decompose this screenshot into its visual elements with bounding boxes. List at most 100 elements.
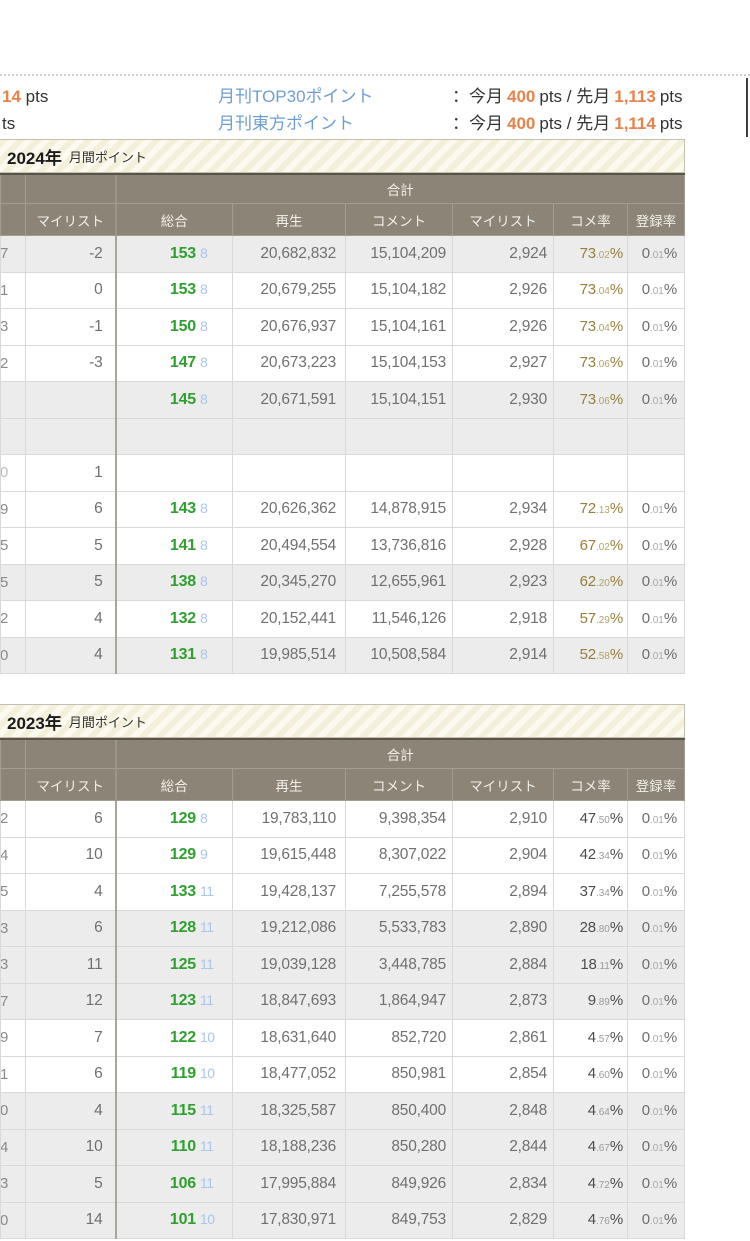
- current-month-label: ：今月: [452, 114, 503, 133]
- cell-comment-rate: [553, 417, 628, 455]
- total-points-sub: 11: [200, 1174, 214, 1191]
- cell-register-rate: 0.01%: [627, 490, 685, 528]
- percent-sign: %: [609, 919, 623, 937]
- cell-clipped-edge: 2: [0, 800, 26, 838]
- cell-mylist-change: 4: [25, 636, 116, 674]
- cell-comments: 852,720: [345, 1019, 453, 1057]
- rate-int: 28: [579, 919, 597, 937]
- current-month-label: ：今月: [452, 87, 503, 106]
- cell-mylist-change: 6: [25, 800, 116, 838]
- cell-plays: 18,188,236: [232, 1128, 346, 1166]
- rate-decimal: .01: [649, 1070, 664, 1082]
- cell-total-points: 153 8: [114, 235, 233, 273]
- cell-total-points: 138 8: [114, 563, 233, 601]
- percent-sign: %: [609, 846, 623, 864]
- rate-int: 0: [641, 281, 650, 299]
- cell-mylist-change: 6: [25, 1055, 116, 1093]
- rate-int: 4: [587, 1211, 596, 1229]
- rate-int: 72: [579, 500, 597, 518]
- rate-decimal: .50: [595, 814, 610, 826]
- rate-decimal: .01: [649, 1179, 664, 1191]
- total-points-sub: 11: [200, 919, 214, 936]
- cell-clipped-edge: 7: [0, 235, 26, 273]
- monthly-top30-points-link[interactable]: 月刊TOP30ポイント: [218, 87, 374, 106]
- rate-decimal: .01: [649, 851, 664, 863]
- clipped-points-unit: ts: [2, 114, 16, 133]
- rate-int: 57: [579, 609, 597, 627]
- column-header-0: マイリスト: [25, 203, 116, 236]
- cell-mylist-total: 2,910: [452, 800, 554, 838]
- monthly-touhou-points-link[interactable]: 月刊東方ポイント: [218, 114, 354, 133]
- table-row: 0 4 131 8 19,985,514 10,508,584 2,914 52.58% 0.0…: [0, 636, 685, 674]
- cell-clipped-edge: [0, 381, 26, 419]
- cell-register-rate: 0.01%: [627, 308, 685, 346]
- cell-total-points: 131 8: [114, 636, 233, 674]
- clipped-points-text: ts: [2, 110, 15, 137]
- rate-int: 18: [580, 955, 597, 973]
- cell-comments: 12,655,961: [345, 563, 453, 601]
- cell-clipped-edge: 2: [0, 344, 26, 382]
- percent-sign: %: [663, 955, 677, 973]
- cell-total-points: 150 8: [114, 308, 233, 346]
- points-table-2024: 合計 マイリスト 総合 再生 コメント マイリスト コメ率 登録率 7 -2 153 8 20,682,…: [0, 173, 685, 674]
- rate-decimal: .01: [649, 286, 664, 298]
- cell-total-points: 133 11: [114, 873, 233, 911]
- cell-mylist-total: 2,923: [452, 563, 554, 601]
- cell-comments: 850,400: [345, 1092, 453, 1130]
- table-row: 1 6 119 10 18,477,052 850,981 2,854 4.60% 0.01%: [0, 1055, 685, 1093]
- cell-comments: 9,398,354: [345, 800, 453, 838]
- table-row: 3 6 128 11 19,212,086 5,533,783 2,890 28.80% 0.0…: [0, 909, 685, 947]
- table-year: 2024年: [7, 148, 62, 168]
- total-points-sub: 8: [200, 354, 208, 371]
- rate-int: 0: [641, 646, 650, 664]
- group-header-total: 合計: [114, 173, 685, 204]
- cell-comments: 15,104,209: [345, 235, 453, 273]
- rate-decimal: .01: [649, 395, 664, 407]
- column-header-1: 総合: [114, 768, 233, 801]
- cell-mylist-change: -1: [25, 308, 116, 346]
- total-points-sub: 8: [200, 317, 208, 334]
- column-header-6: 登録率: [627, 768, 685, 801]
- clipped-digit: 1: [0, 1065, 9, 1083]
- percent-sign: %: [609, 354, 623, 372]
- cell-total-points: 147 8: [114, 344, 233, 382]
- rate-int: 62: [579, 573, 597, 591]
- cell-plays: [232, 454, 346, 492]
- cell-comment-rate: 18.11%: [553, 946, 628, 984]
- rate-int: 0: [641, 882, 650, 900]
- cell-clipped-edge: 0: [0, 1092, 26, 1130]
- clipped-digit: 3: [0, 956, 9, 974]
- cell-mylist-change: 4: [25, 1092, 116, 1130]
- cell-plays: 18,477,052: [232, 1055, 346, 1093]
- table-row: 3 5 106 11 17,995,884 849,926 2,834 4.72% 0.01%: [0, 1165, 685, 1203]
- percent-sign: %: [663, 1065, 677, 1083]
- cell-comment-rate: 73.04%: [553, 271, 628, 309]
- column-header-5: コメ率: [553, 203, 628, 236]
- cell-mylist-total: [452, 417, 554, 455]
- rate-int: 0: [641, 846, 650, 864]
- cell-mylist-total: 2,844: [452, 1128, 554, 1166]
- cell-comments: 8,307,022: [345, 836, 453, 874]
- clipped-digit: 3: [0, 1175, 9, 1193]
- rate-int: 4: [587, 1101, 596, 1119]
- cell-clipped-edge: [0, 417, 26, 455]
- cell-plays: 19,985,514: [232, 636, 346, 674]
- clipped-digit: 2: [0, 610, 9, 628]
- total-points-value: 153: [169, 281, 196, 299]
- total-points-value: 115: [170, 1101, 196, 1119]
- cell-plays: 19,615,448: [232, 836, 346, 874]
- cell-comments: 14,878,915: [345, 490, 453, 528]
- cell-mylist-total: 2,829: [452, 1201, 554, 1239]
- rate-decimal: .76: [595, 1216, 610, 1228]
- total-points-sub: 8: [200, 244, 208, 261]
- cell-clipped-edge: 5: [0, 563, 26, 601]
- rate-int: 0: [641, 500, 650, 518]
- header-empty-edge: [0, 173, 26, 204]
- table-row: 3 -1 150 8 20,676,937 15,104,161 2,926 73.04% 0.…: [0, 308, 685, 346]
- cell-register-rate: 0.01%: [627, 235, 685, 273]
- total-points-sub: 8: [200, 573, 208, 590]
- rate-decimal: .60: [595, 1070, 610, 1082]
- total-points-value: 133: [169, 882, 196, 900]
- total-points-sub: 8: [200, 281, 208, 298]
- clipped-digit: 0: [0, 646, 9, 664]
